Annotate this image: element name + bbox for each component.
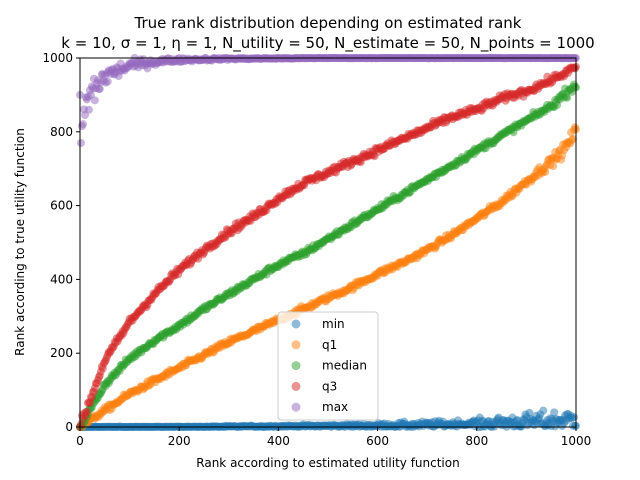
point-q1 (549, 162, 558, 171)
legend-marker-min (291, 319, 301, 329)
point-min (570, 413, 579, 422)
point-min (539, 406, 548, 415)
x-tick-label: 600 (366, 434, 389, 448)
point-max (95, 84, 104, 93)
point-max (84, 105, 93, 114)
x-axis-label: Rank according to estimated utility func… (196, 456, 459, 470)
legend: min q1 median q3 max (277, 311, 379, 421)
axes-frame (79, 57, 577, 428)
legend-marker-q3 (291, 381, 301, 391)
legend-label-max: max (322, 400, 348, 414)
x-tick-label: 800 (465, 434, 488, 448)
point-q3 (82, 407, 91, 416)
legend-marker-max (291, 402, 301, 412)
x-tick-label: 200 (168, 434, 191, 448)
legend-marker-q1 (291, 340, 301, 350)
x-tick-label: 0 (76, 434, 84, 448)
point-q1 (569, 135, 578, 144)
point-min (550, 408, 559, 417)
y-tick-label: 0 (65, 420, 73, 434)
series-q3 (76, 62, 580, 431)
legend-box (277, 311, 379, 421)
legend-label-q3: q3 (322, 379, 337, 393)
chart-title-line1: True rank distribution depending on esti… (134, 14, 522, 32)
x-tick-label: 400 (267, 434, 290, 448)
chart-title-line2: k = 10, σ = 1, η = 1, N_utility = 50, N_… (61, 34, 594, 53)
point-max (78, 120, 87, 129)
y-tick-label: 1000 (42, 51, 73, 65)
point-q1 (541, 167, 550, 176)
y-tick-label: 800 (50, 125, 73, 139)
legend-marker-median (291, 361, 301, 371)
y-axis-label: Rank according to true utility function (13, 128, 27, 356)
legend-label-q1: q1 (322, 338, 337, 352)
point-max (76, 138, 85, 147)
series-median (76, 80, 580, 431)
point-min (525, 408, 534, 417)
y-tick-label: 200 (50, 346, 73, 360)
point-max (90, 96, 99, 105)
x-tick-label: 1000 (561, 434, 592, 448)
legend-label-min: min (322, 317, 345, 331)
point-max (103, 77, 112, 86)
legend-label-median: median (322, 359, 367, 373)
y-tick-label: 600 (50, 199, 73, 213)
point-median (563, 93, 572, 102)
y-tick-label: 400 (50, 272, 73, 286)
